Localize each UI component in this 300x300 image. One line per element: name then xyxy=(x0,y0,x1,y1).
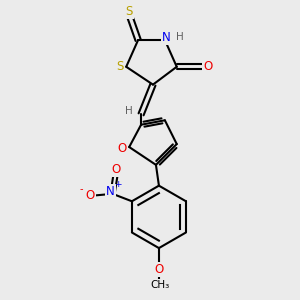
Text: O: O xyxy=(117,142,126,155)
Text: S: S xyxy=(116,60,123,73)
Text: +: + xyxy=(114,180,122,189)
Text: H: H xyxy=(176,32,184,42)
Text: O: O xyxy=(203,60,213,73)
Text: O: O xyxy=(154,263,164,276)
Text: O: O xyxy=(86,189,95,202)
Text: N: N xyxy=(106,185,115,198)
Text: N: N xyxy=(162,31,171,44)
Text: H: H xyxy=(125,106,133,116)
Text: -: - xyxy=(79,184,83,194)
Text: S: S xyxy=(125,5,133,18)
Text: CH₃: CH₃ xyxy=(151,280,170,290)
Text: O: O xyxy=(111,163,120,176)
